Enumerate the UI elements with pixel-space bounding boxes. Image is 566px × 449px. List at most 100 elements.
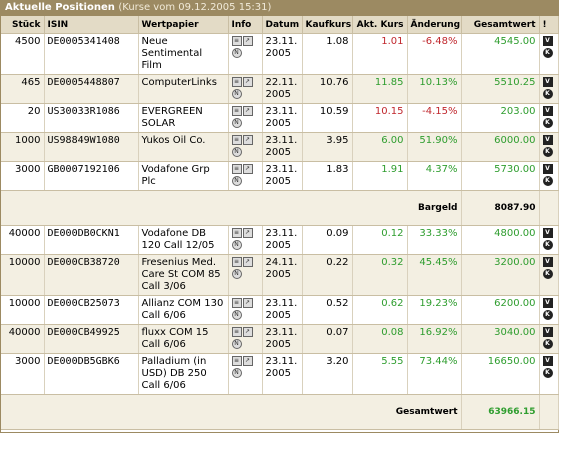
date-cell: 23.11. 2005: [262, 161, 303, 191]
total-value-cell: 5730.00: [461, 161, 540, 191]
buy-price-cell: 0.52: [302, 295, 353, 325]
note-icon[interactable]: K: [542, 89, 553, 99]
column-header: Kaufkurs: [302, 16, 353, 34]
sell-icon[interactable]: V: [542, 356, 553, 366]
security-name-cell: Palladium (in USD) DB 250 Call 6/06: [138, 353, 229, 395]
date-cell: 22.11. 2005: [262, 74, 303, 104]
buy-price-cell: 0.22: [302, 254, 353, 296]
grand-total-row: Gesamtwert 63966.15: [1, 394, 559, 430]
note-icon[interactable]: K: [542, 48, 553, 58]
note-icon[interactable]: K: [542, 240, 553, 250]
isin-cell: US30033R1086: [44, 103, 139, 133]
news-icon[interactable]: N: [231, 118, 242, 128]
news-icon[interactable]: N: [231, 368, 242, 378]
document-icon[interactable]: ≡: [231, 164, 242, 174]
total-value-cell: 6000.00: [461, 132, 540, 162]
chart-icon[interactable]: ↗: [242, 164, 253, 174]
change-cell: 10.13%: [407, 74, 462, 104]
sell-icon[interactable]: V: [542, 327, 553, 337]
note-icon[interactable]: K: [542, 368, 553, 378]
note-icon[interactable]: K: [542, 339, 553, 349]
sell-icon[interactable]: V: [542, 228, 553, 238]
news-icon[interactable]: N: [231, 269, 242, 279]
chart-icon[interactable]: ↗: [242, 356, 253, 366]
quantity-cell: 1000: [1, 132, 45, 162]
sell-icon[interactable]: V: [542, 36, 553, 46]
change-cell: 19.23%: [407, 295, 462, 325]
note-icon[interactable]: K: [542, 176, 553, 186]
security-name-cell: Yukos Oil Co.: [138, 132, 229, 162]
chart-icon[interactable]: ↗: [242, 36, 253, 46]
position-row: 10000 DE000CB38720 Fresenius Med. Care St …: [1, 254, 559, 296]
news-icon[interactable]: N: [231, 89, 242, 99]
total-value-cell: 6200.00: [461, 295, 540, 325]
buy-price-cell: 10.76: [302, 74, 353, 104]
sell-icon[interactable]: V: [542, 298, 553, 308]
quantity-cell: 10000: [1, 254, 45, 296]
quantity-cell: 4500: [1, 33, 45, 75]
column-header: Stück: [1, 16, 45, 34]
chart-icon[interactable]: ↗: [242, 228, 253, 238]
chart-icon[interactable]: ↗: [242, 257, 253, 267]
news-icon[interactable]: N: [231, 310, 242, 320]
sell-icon[interactable]: V: [542, 164, 553, 174]
document-icon[interactable]: ≡: [231, 257, 242, 267]
total-value-cell: 203.00: [461, 103, 540, 133]
isin-cell: DE000DB5GBK6: [44, 353, 139, 395]
note-icon[interactable]: K: [542, 118, 553, 128]
document-icon[interactable]: ≡: [231, 228, 242, 238]
quantity-cell: 465: [1, 74, 45, 104]
sell-icon[interactable]: V: [542, 77, 553, 87]
sell-icon[interactable]: V: [542, 106, 553, 116]
info-cell: ≡ ↗ N: [228, 295, 263, 325]
column-header: Info: [228, 16, 263, 34]
news-icon[interactable]: N: [231, 339, 242, 349]
date-cell: 23.11. 2005: [262, 132, 303, 162]
document-icon[interactable]: ≡: [231, 36, 242, 46]
note-icon[interactable]: K: [542, 269, 553, 279]
date-cell: 23.11. 2005: [262, 103, 303, 133]
info-cell: ≡ ↗ N: [228, 225, 263, 255]
chart-icon[interactable]: ↗: [242, 327, 253, 337]
total-value-cell: 5510.25: [461, 74, 540, 104]
chart-icon[interactable]: ↗: [242, 106, 253, 116]
chart-icon[interactable]: ↗: [242, 135, 253, 145]
positions-table: Stück ISIN Wertpapier Info Datum Kaufkurs Akt.…: [1, 16, 559, 430]
document-icon[interactable]: ≡: [231, 135, 242, 145]
document-icon[interactable]: ≡: [231, 327, 242, 337]
positions-panel: Aktuelle Positionen (Kurse vom 09.12.200…: [0, 0, 559, 433]
security-name-cell: Fresenius Med. Care St COM 85 Call 3/06: [138, 254, 229, 296]
security-name-cell: EVERGREEN SOLAR: [138, 103, 229, 133]
change-cell: 4.37%: [407, 161, 462, 191]
document-icon[interactable]: ≡: [231, 356, 242, 366]
total-value-cell: 16650.00: [461, 353, 540, 395]
sell-icon[interactable]: V: [542, 135, 553, 145]
cash-empty: [539, 190, 559, 226]
document-icon[interactable]: ≡: [231, 77, 242, 87]
total-value-cell: 4800.00: [461, 225, 540, 255]
current-price-cell: 1.91: [352, 161, 408, 191]
chart-icon[interactable]: ↗: [242, 298, 253, 308]
date-cell: 23.11. 2005: [262, 33, 303, 75]
news-icon[interactable]: N: [231, 147, 242, 157]
quantity-cell: 20: [1, 103, 45, 133]
info-cell: ≡ ↗ N: [228, 74, 263, 104]
note-icon[interactable]: K: [542, 310, 553, 320]
news-icon[interactable]: N: [231, 176, 242, 186]
position-row: 40000 DE000DB0CKN1 Vodafone DB 120 Call 12…: [1, 225, 559, 255]
isin-cell: DE0005341408: [44, 33, 139, 75]
chart-icon[interactable]: ↗: [242, 77, 253, 87]
sell-icon[interactable]: V: [542, 257, 553, 267]
note-icon[interactable]: K: [542, 147, 553, 157]
news-icon[interactable]: N: [231, 48, 242, 58]
current-price-cell: 5.55: [352, 353, 408, 395]
document-icon[interactable]: ≡: [231, 106, 242, 116]
news-icon[interactable]: N: [231, 240, 242, 250]
panel-title: Aktuelle Positionen (Kurse vom 09.12.200…: [1, 0, 558, 16]
document-icon[interactable]: ≡: [231, 298, 242, 308]
current-price-cell: 6.00: [352, 132, 408, 162]
current-price-cell: 0.12: [352, 225, 408, 255]
